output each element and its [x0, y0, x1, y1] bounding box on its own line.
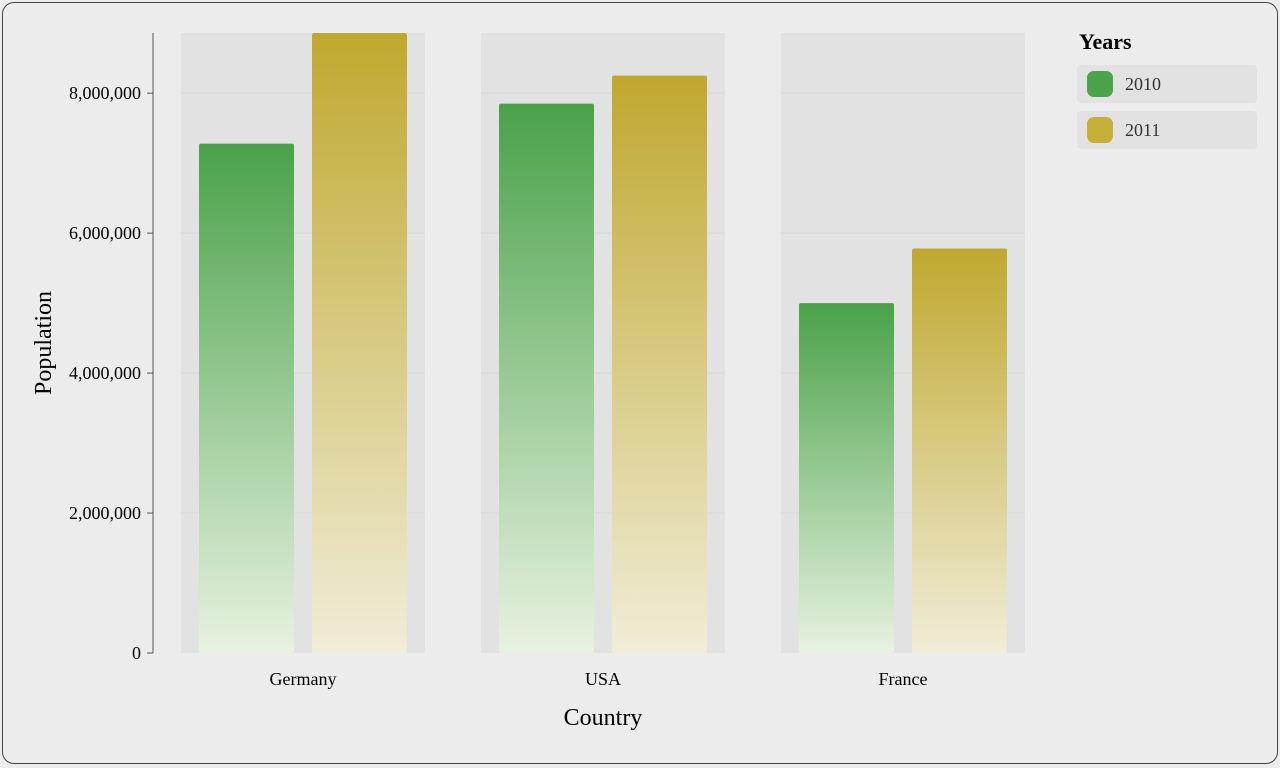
y-tick-label: 2,000,000 [69, 503, 141, 523]
bar [799, 303, 894, 653]
bar [312, 33, 407, 653]
legend-label: 2011 [1125, 120, 1160, 141]
legend-item: 2011 [1077, 111, 1257, 149]
legend-label: 2010 [1125, 74, 1161, 95]
legend-items: 2010 2011 [1077, 65, 1257, 149]
x-tick-label: France [879, 669, 928, 689]
chart-svg: Germany USA France 0 2,000,000 4,000,000 6,000… [23, 23, 1073, 743]
legend-swatch [1087, 71, 1113, 97]
y-tick-label: 4,000,000 [69, 363, 141, 383]
legend-title: Years [1079, 29, 1257, 55]
bar [912, 249, 1007, 653]
x-tick-label: Germany [270, 669, 337, 689]
y-tick-label: 0 [132, 643, 141, 663]
legend-swatch [1087, 117, 1113, 143]
chart-frame: Germany USA France 0 2,000,000 4,000,000 6,000… [2, 2, 1278, 764]
bar [499, 104, 594, 653]
y-tick-label: 6,000,000 [69, 223, 141, 243]
x-tick-label: USA [585, 669, 621, 689]
x-axis-title: Country [564, 705, 643, 731]
chart-plot-area: Germany USA France 0 2,000,000 4,000,000 6,000… [23, 23, 1073, 743]
y-axis-title: Population [31, 291, 57, 395]
bar [612, 76, 707, 653]
bar [199, 144, 294, 653]
y-tick-label: 8,000,000 [69, 83, 141, 103]
legend: Years 2010 2011 [1077, 23, 1257, 157]
legend-item: 2010 [1077, 65, 1257, 103]
